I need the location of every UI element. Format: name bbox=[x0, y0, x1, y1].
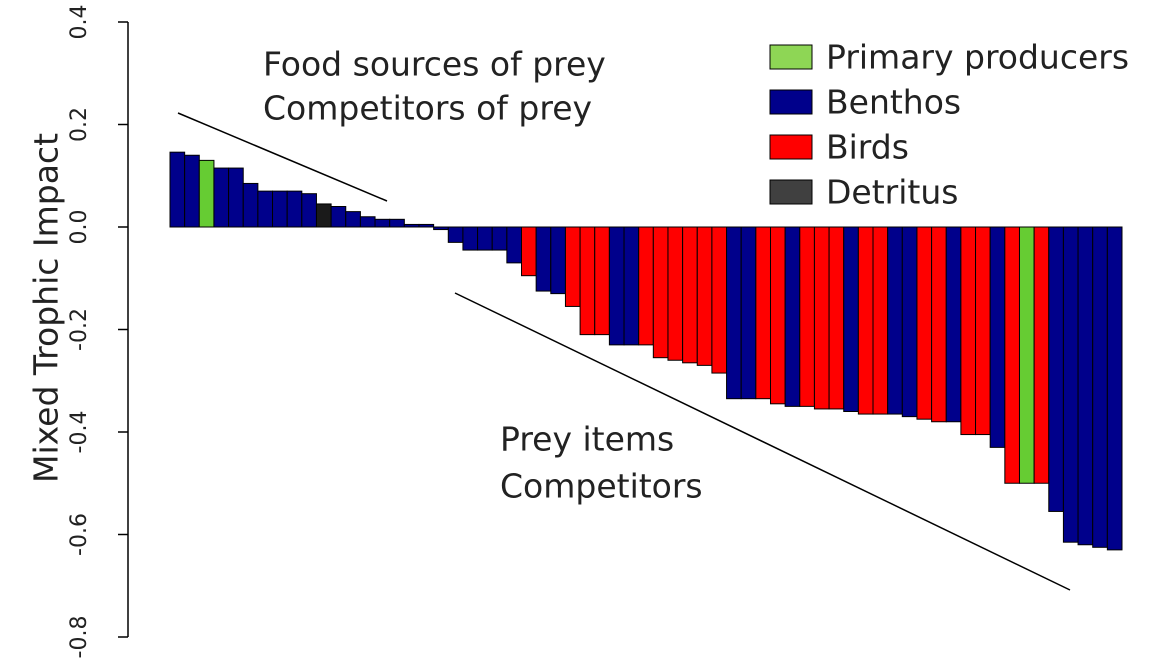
bar bbox=[887, 226, 903, 415]
bar bbox=[345, 211, 361, 228]
bar bbox=[989, 226, 1006, 448]
bar bbox=[506, 226, 523, 264]
bar bbox=[623, 226, 640, 346]
bar bbox=[579, 226, 596, 336]
trend-line bbox=[454, 292, 1071, 591]
y-tick-label: -0.6 bbox=[67, 513, 92, 556]
legend-swatch bbox=[769, 134, 813, 160]
bar bbox=[359, 216, 376, 228]
y-axis-label: Mixed Trophic Impact bbox=[27, 133, 66, 483]
bar bbox=[975, 226, 991, 436]
bar bbox=[462, 226, 479, 251]
bar bbox=[901, 226, 918, 418]
annotation: Competitors bbox=[500, 467, 703, 506]
legend-swatch bbox=[769, 89, 813, 115]
bar bbox=[857, 226, 874, 415]
bar bbox=[550, 226, 566, 295]
bar bbox=[755, 226, 771, 400]
bar bbox=[843, 226, 859, 412]
bar bbox=[828, 226, 845, 410]
bar bbox=[564, 226, 581, 307]
bar bbox=[813, 226, 830, 410]
y-tick-label: -0.2 bbox=[67, 308, 92, 351]
bar bbox=[1092, 226, 1108, 548]
bar bbox=[169, 151, 186, 228]
bar bbox=[184, 154, 200, 228]
bar bbox=[1048, 226, 1064, 512]
annotation: Competitors of prey bbox=[263, 89, 592, 128]
y-tick-label: 0.0 bbox=[67, 210, 92, 245]
annotation: Prey items bbox=[500, 420, 674, 459]
bar bbox=[608, 226, 625, 346]
bar bbox=[213, 167, 230, 228]
legend-label: Primary producers bbox=[826, 38, 1129, 77]
bar bbox=[726, 226, 742, 400]
bar bbox=[945, 226, 962, 423]
bar bbox=[286, 190, 303, 228]
y-tick-label: -0.8 bbox=[67, 616, 92, 659]
bar bbox=[535, 226, 552, 292]
y-tick-label: -0.4 bbox=[67, 411, 92, 454]
bar bbox=[433, 226, 449, 231]
bar bbox=[769, 226, 786, 405]
bar bbox=[682, 226, 698, 364]
bar bbox=[403, 223, 420, 228]
bar bbox=[667, 226, 684, 361]
bar bbox=[301, 193, 317, 228]
legend-swatch bbox=[769, 44, 813, 70]
bar bbox=[1033, 226, 1050, 484]
bar bbox=[491, 226, 508, 251]
bar bbox=[477, 226, 493, 251]
y-tick-label: 0.4 bbox=[67, 5, 92, 40]
bar bbox=[594, 226, 610, 336]
bar bbox=[330, 206, 347, 228]
bar bbox=[931, 226, 947, 423]
bar bbox=[872, 226, 889, 415]
bar bbox=[315, 203, 332, 228]
bar bbox=[198, 159, 215, 228]
annotation: Food sources of prey bbox=[263, 45, 606, 84]
bar bbox=[521, 226, 537, 277]
trend-line bbox=[177, 112, 388, 202]
bar bbox=[1062, 226, 1079, 543]
bar bbox=[1018, 226, 1035, 484]
bar bbox=[374, 218, 391, 228]
bar bbox=[960, 226, 977, 436]
bar bbox=[1004, 226, 1020, 484]
bar bbox=[272, 190, 288, 228]
bar bbox=[389, 218, 405, 228]
bar bbox=[228, 167, 244, 228]
bar bbox=[799, 226, 815, 407]
bar bbox=[447, 226, 464, 243]
bar bbox=[740, 226, 757, 400]
bar bbox=[418, 223, 435, 228]
bar bbox=[257, 190, 274, 228]
bar bbox=[711, 226, 728, 374]
legend-label: Detritus bbox=[826, 173, 958, 212]
legend-label: Birds bbox=[826, 128, 909, 167]
bar bbox=[696, 226, 713, 366]
legend-swatch bbox=[769, 179, 813, 205]
bar bbox=[652, 226, 669, 359]
bar bbox=[638, 226, 654, 346]
bar bbox=[242, 182, 259, 228]
bar bbox=[1106, 226, 1123, 551]
legend-label: Benthos bbox=[826, 83, 961, 122]
bar bbox=[916, 226, 933, 420]
bar bbox=[784, 226, 801, 407]
bar bbox=[1077, 226, 1094, 546]
y-tick-label: 0.2 bbox=[67, 107, 92, 142]
